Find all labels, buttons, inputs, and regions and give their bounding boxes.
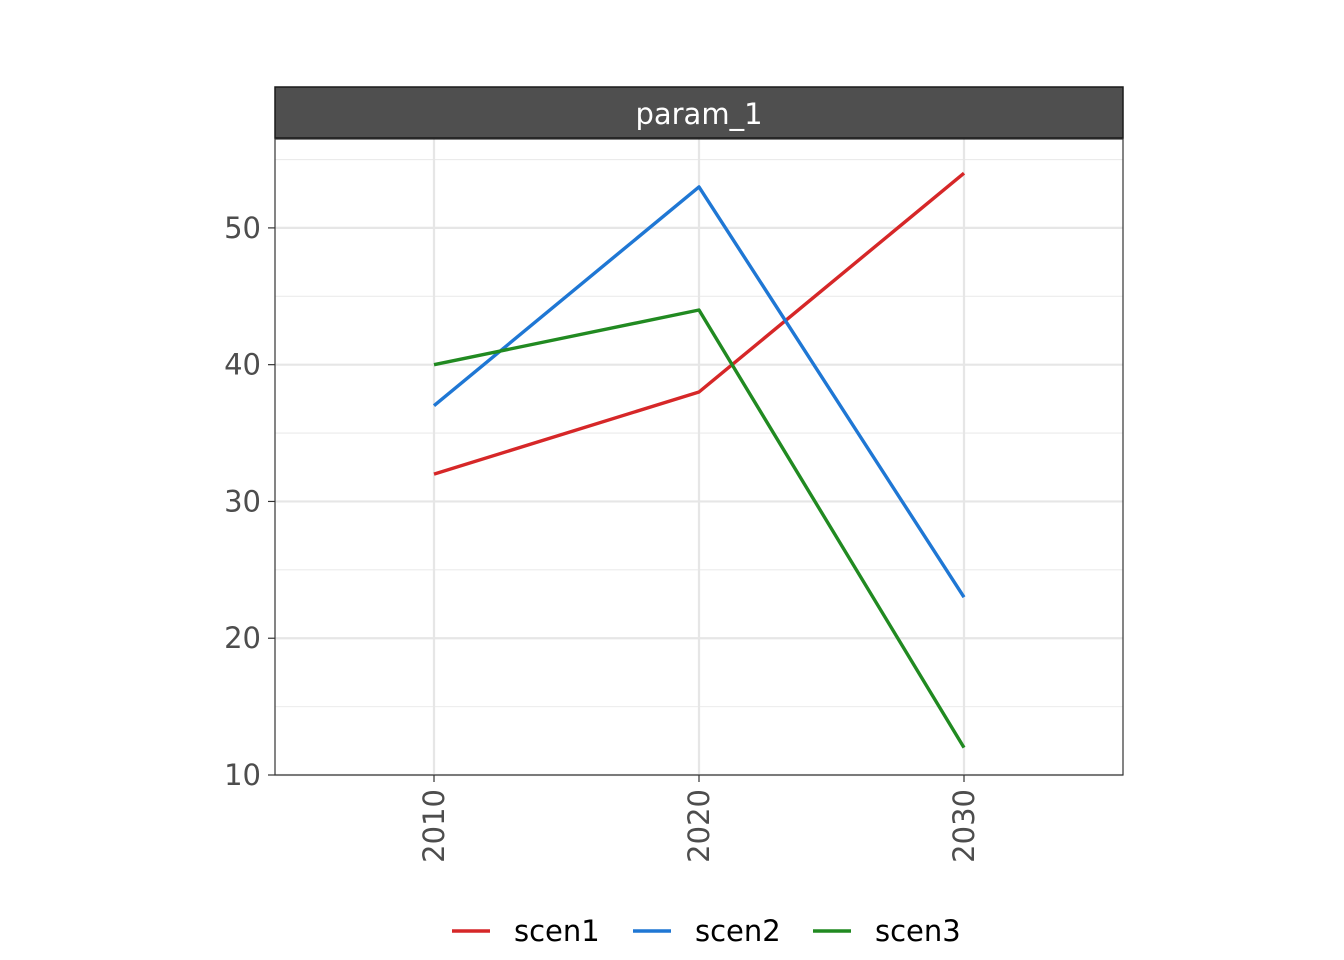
y-axis: 10 20 30 40 50 [224, 211, 275, 792]
legend: scen1 scen2 scen3 [452, 914, 961, 948]
x-tick-label: 2030 [947, 789, 981, 863]
legend-label-scen3: scen3 [875, 914, 961, 948]
y-tick-label: 50 [224, 211, 261, 245]
facet-strip [274, 86, 1124, 139]
series-lines [432, 171, 966, 749]
series-line-scen3 [433, 308, 966, 749]
x-axis: 2010 2020 2030 [417, 775, 981, 863]
y-tick-label: 30 [224, 484, 261, 518]
series-line-scen1 [433, 171, 966, 476]
y-tick-label: 20 [224, 621, 261, 655]
y-tick-label: 40 [224, 348, 261, 382]
facet-label: param_1 [635, 97, 762, 131]
legend-label-scen2: scen2 [695, 914, 781, 948]
series-line-scen2 [432, 185, 966, 599]
legend-label-scen1: scen1 [514, 914, 600, 948]
x-tick-label: 2010 [417, 789, 451, 863]
x-tick-label: 2020 [682, 789, 716, 863]
y-tick-label: 10 [224, 758, 261, 792]
